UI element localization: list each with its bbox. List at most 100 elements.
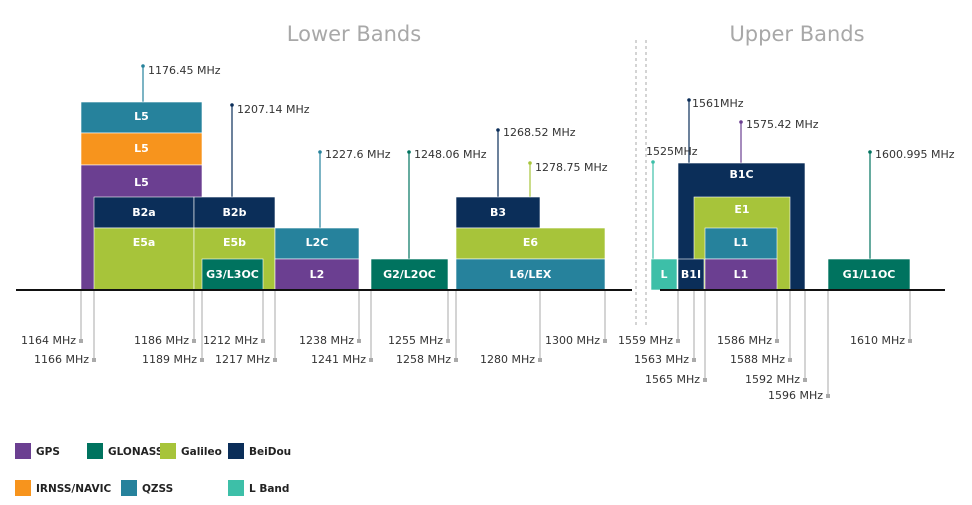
band-label: L2C (306, 236, 329, 249)
legend-swatch (121, 480, 137, 496)
band-label: E1 (734, 203, 749, 216)
band-label: B3 (490, 206, 506, 219)
band-label: B2a (132, 206, 155, 219)
center-dot (230, 103, 234, 107)
band-block (455, 196, 541, 229)
edge-frequency: 1559 MHz (618, 334, 673, 347)
legend-label: GLONASS (108, 446, 163, 458)
edge-marker (92, 358, 96, 362)
edge-marker (192, 339, 196, 343)
edge-frequency: 1186 MHz (134, 334, 189, 347)
band-label: L1 (734, 268, 749, 281)
center-dot (868, 150, 872, 154)
edge-frequency: 1212 MHz (203, 334, 258, 347)
center-frequency: 1561MHz (692, 97, 744, 110)
center-frequency: 1248.06 MHz (414, 148, 487, 161)
edge-marker (454, 358, 458, 362)
band-label: E5b (223, 236, 246, 249)
edge-frequency: 1586 MHz (717, 334, 772, 347)
edge-frequency: 1592 MHz (745, 373, 800, 386)
band-label: B1I (681, 268, 701, 281)
band-block (650, 258, 678, 291)
band-block (455, 258, 606, 291)
edge-marker (273, 358, 277, 362)
center-dot (141, 64, 145, 68)
band-label: G1/L1OC (843, 268, 896, 281)
band-label: B1C (729, 168, 753, 181)
legend-swatch (87, 443, 103, 459)
band-block (93, 196, 195, 229)
edge-marker (357, 339, 361, 343)
edge-frequency: 1280 MHz (480, 353, 535, 366)
edge-marker (692, 358, 696, 362)
center-dot (528, 161, 532, 165)
edge-frequency: 1238 MHz (299, 334, 354, 347)
edge-frequency: 1166 MHz (34, 353, 89, 366)
edge-frequency: 1610 MHz (850, 334, 905, 347)
band-block (80, 132, 203, 166)
edge-marker (788, 358, 792, 362)
edge-frequency: 1563 MHz (634, 353, 689, 366)
legend-label: L Band (249, 483, 289, 495)
band-label: G2/L2OC (383, 268, 436, 281)
edge-marker (261, 339, 265, 343)
edge-marker (79, 339, 83, 343)
center-frequency: 1176.45 MHz (148, 64, 221, 77)
edge-marker (369, 358, 373, 362)
band-block (455, 227, 606, 260)
edge-frequency: 1565 MHz (645, 373, 700, 386)
edge-frequency: 1300 MHz (545, 334, 600, 347)
band-label: L5 (134, 142, 149, 155)
legend-swatch (228, 480, 244, 496)
legend-label: BeiDou (249, 446, 291, 458)
center-frequency: 1575.42 MHz (746, 118, 819, 131)
edge-frequency: 1189 MHz (142, 353, 197, 366)
center-frequency: 1278.75 MHz (535, 161, 608, 174)
edge-frequency: 1258 MHz (396, 353, 451, 366)
band-label: E5a (133, 236, 156, 249)
band-block (193, 196, 276, 229)
edge-frequency: 1255 MHz (388, 334, 443, 347)
band-label: G3/L3OC (206, 268, 259, 281)
legend-swatch (228, 443, 244, 459)
edge-frequency: 1217 MHz (215, 353, 270, 366)
section-title: Upper Bands (729, 22, 864, 46)
center-dot (318, 150, 322, 154)
edge-marker (200, 358, 204, 362)
band-label: L5 (134, 110, 149, 123)
center-dot (651, 160, 655, 164)
band-label: L2 (310, 268, 325, 281)
section-title: Lower Bands (287, 22, 421, 46)
band-block (201, 258, 264, 291)
legend-swatch (160, 443, 176, 459)
legend-swatch (15, 443, 31, 459)
edge-marker (826, 394, 830, 398)
center-dot (687, 98, 691, 102)
edge-marker (703, 378, 707, 382)
band-label: L1 (734, 236, 749, 249)
band-block (93, 227, 195, 291)
center-dot (407, 150, 411, 154)
band-block (274, 258, 360, 291)
center-frequency: 1600.995 MHz (875, 148, 955, 161)
band-label: B2b (223, 206, 247, 219)
edge-frequency: 1588 MHz (730, 353, 785, 366)
center-dot (739, 120, 743, 124)
legend-label: QZSS (142, 483, 173, 495)
band-label: L5 (134, 176, 149, 189)
edge-marker (676, 339, 680, 343)
edge-marker (538, 358, 542, 362)
center-frequency: 1525MHz (646, 145, 698, 158)
band-block (274, 227, 360, 260)
legend-label: GPS (36, 446, 60, 458)
center-dot (496, 128, 500, 132)
band-block (677, 258, 705, 291)
edge-marker (803, 378, 807, 382)
center-frequency: 1207.14 MHz (237, 103, 310, 116)
band-label: L6/LEX (510, 268, 552, 281)
band-block (704, 258, 778, 291)
center-frequency: 1268.52 MHz (503, 126, 576, 139)
band-block (827, 258, 911, 291)
band-label: L (660, 268, 667, 281)
